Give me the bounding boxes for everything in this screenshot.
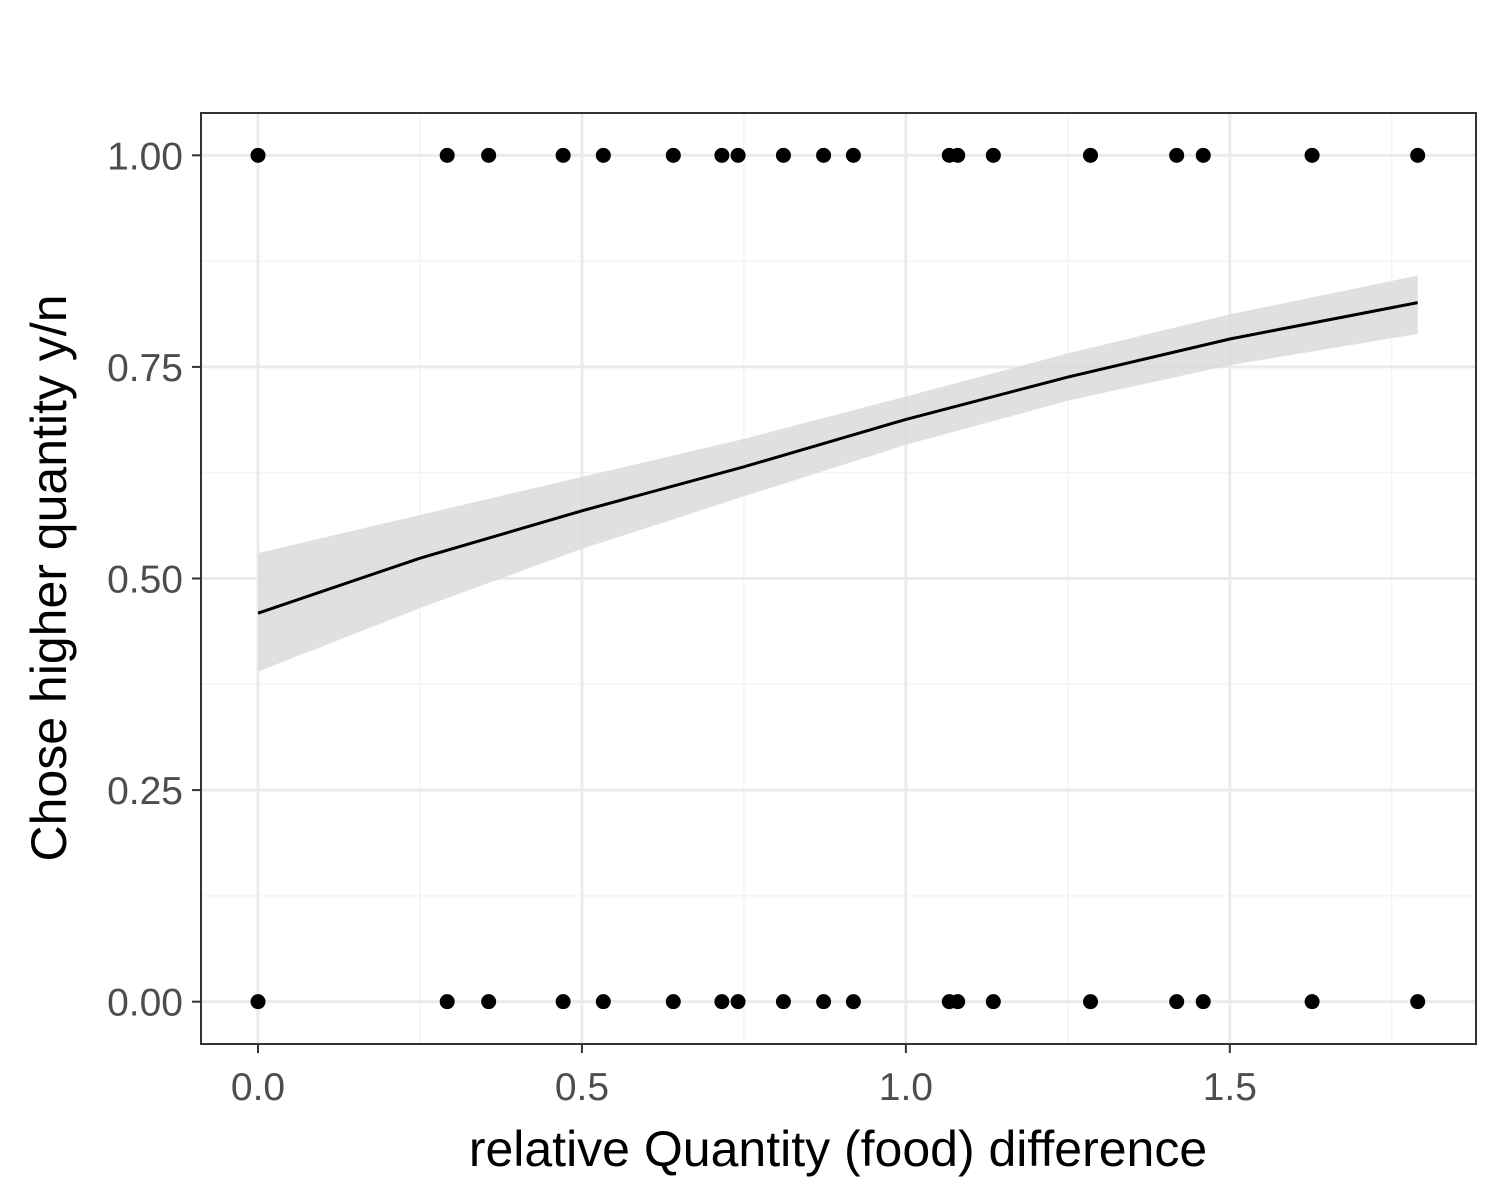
data-point: [714, 994, 730, 1010]
data-point: [1169, 147, 1185, 163]
x-tick-label: 0.5: [555, 1066, 609, 1109]
data-point: [775, 147, 791, 163]
data-point: [595, 147, 611, 163]
data-point: [1410, 147, 1426, 163]
data-point: [714, 147, 730, 163]
data-point: [250, 994, 266, 1010]
data-point: [1195, 994, 1211, 1010]
data-point: [730, 147, 746, 163]
data-point: [1304, 994, 1320, 1010]
data-point: [481, 994, 497, 1010]
axis-ticks: [192, 154, 1231, 1053]
confidence-ribbon: [258, 275, 1418, 672]
x-tick-label: 1.5: [1203, 1066, 1257, 1109]
data-point: [439, 994, 455, 1010]
major-gridlines: [201, 113, 1476, 1044]
confidence-ribbon-layer: [258, 275, 1418, 672]
y-axis-tick-labels: 0.00 0.25 0.50 0.75 1.00: [107, 135, 183, 1024]
y-tick-label: 0.25: [107, 770, 183, 813]
x-axis-tick-labels: 0.0 0.5 1.0 1.5: [231, 1066, 1257, 1109]
fit-line-layer: [257, 301, 1418, 615]
data-point: [985, 994, 1001, 1010]
data-point: [985, 147, 1001, 163]
minor-gridlines: [201, 113, 1476, 1044]
y-axis-title: Chose higher quantity y/n: [21, 294, 77, 861]
x-tick-label: 1.0: [879, 1066, 933, 1109]
data-point: [250, 147, 266, 163]
data-point: [665, 147, 681, 163]
data-point: [950, 147, 966, 163]
data-point: [595, 994, 611, 1010]
y-tick-label: 1.00: [107, 135, 183, 178]
data-points: [250, 147, 1426, 1010]
data-point: [1410, 994, 1426, 1010]
data-point: [950, 994, 966, 1010]
logistic-fit-line: [257, 301, 1418, 615]
data-point: [1083, 994, 1099, 1010]
data-point: [775, 994, 791, 1010]
x-tick-label: 0.0: [231, 1066, 285, 1109]
data-point: [845, 994, 861, 1010]
data-point: [1304, 147, 1320, 163]
data-point: [845, 147, 861, 163]
data-point: [1083, 147, 1099, 163]
y-tick-label: 0.50: [107, 559, 183, 602]
data-point: [816, 994, 832, 1010]
data-point: [555, 147, 571, 163]
data-point: [730, 994, 746, 1010]
data-point: [816, 147, 832, 163]
data-point: [555, 994, 571, 1010]
y-tick-label: 0.75: [107, 347, 183, 390]
x-axis-title: relative Quantity (food) difference: [469, 1121, 1207, 1177]
data-point: [439, 147, 455, 163]
data-point: [1195, 147, 1211, 163]
data-point: [481, 147, 497, 163]
y-tick-label: 0.00: [107, 982, 183, 1025]
data-point: [665, 994, 681, 1010]
data-point: [1169, 994, 1185, 1010]
